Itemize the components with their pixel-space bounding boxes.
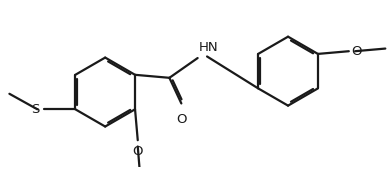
Text: S: S <box>31 103 40 116</box>
Text: O: O <box>132 145 143 158</box>
Text: Methoxy: Methoxy <box>137 177 143 178</box>
Text: O: O <box>176 113 187 126</box>
Text: HN: HN <box>199 41 218 54</box>
Text: O: O <box>351 45 361 58</box>
